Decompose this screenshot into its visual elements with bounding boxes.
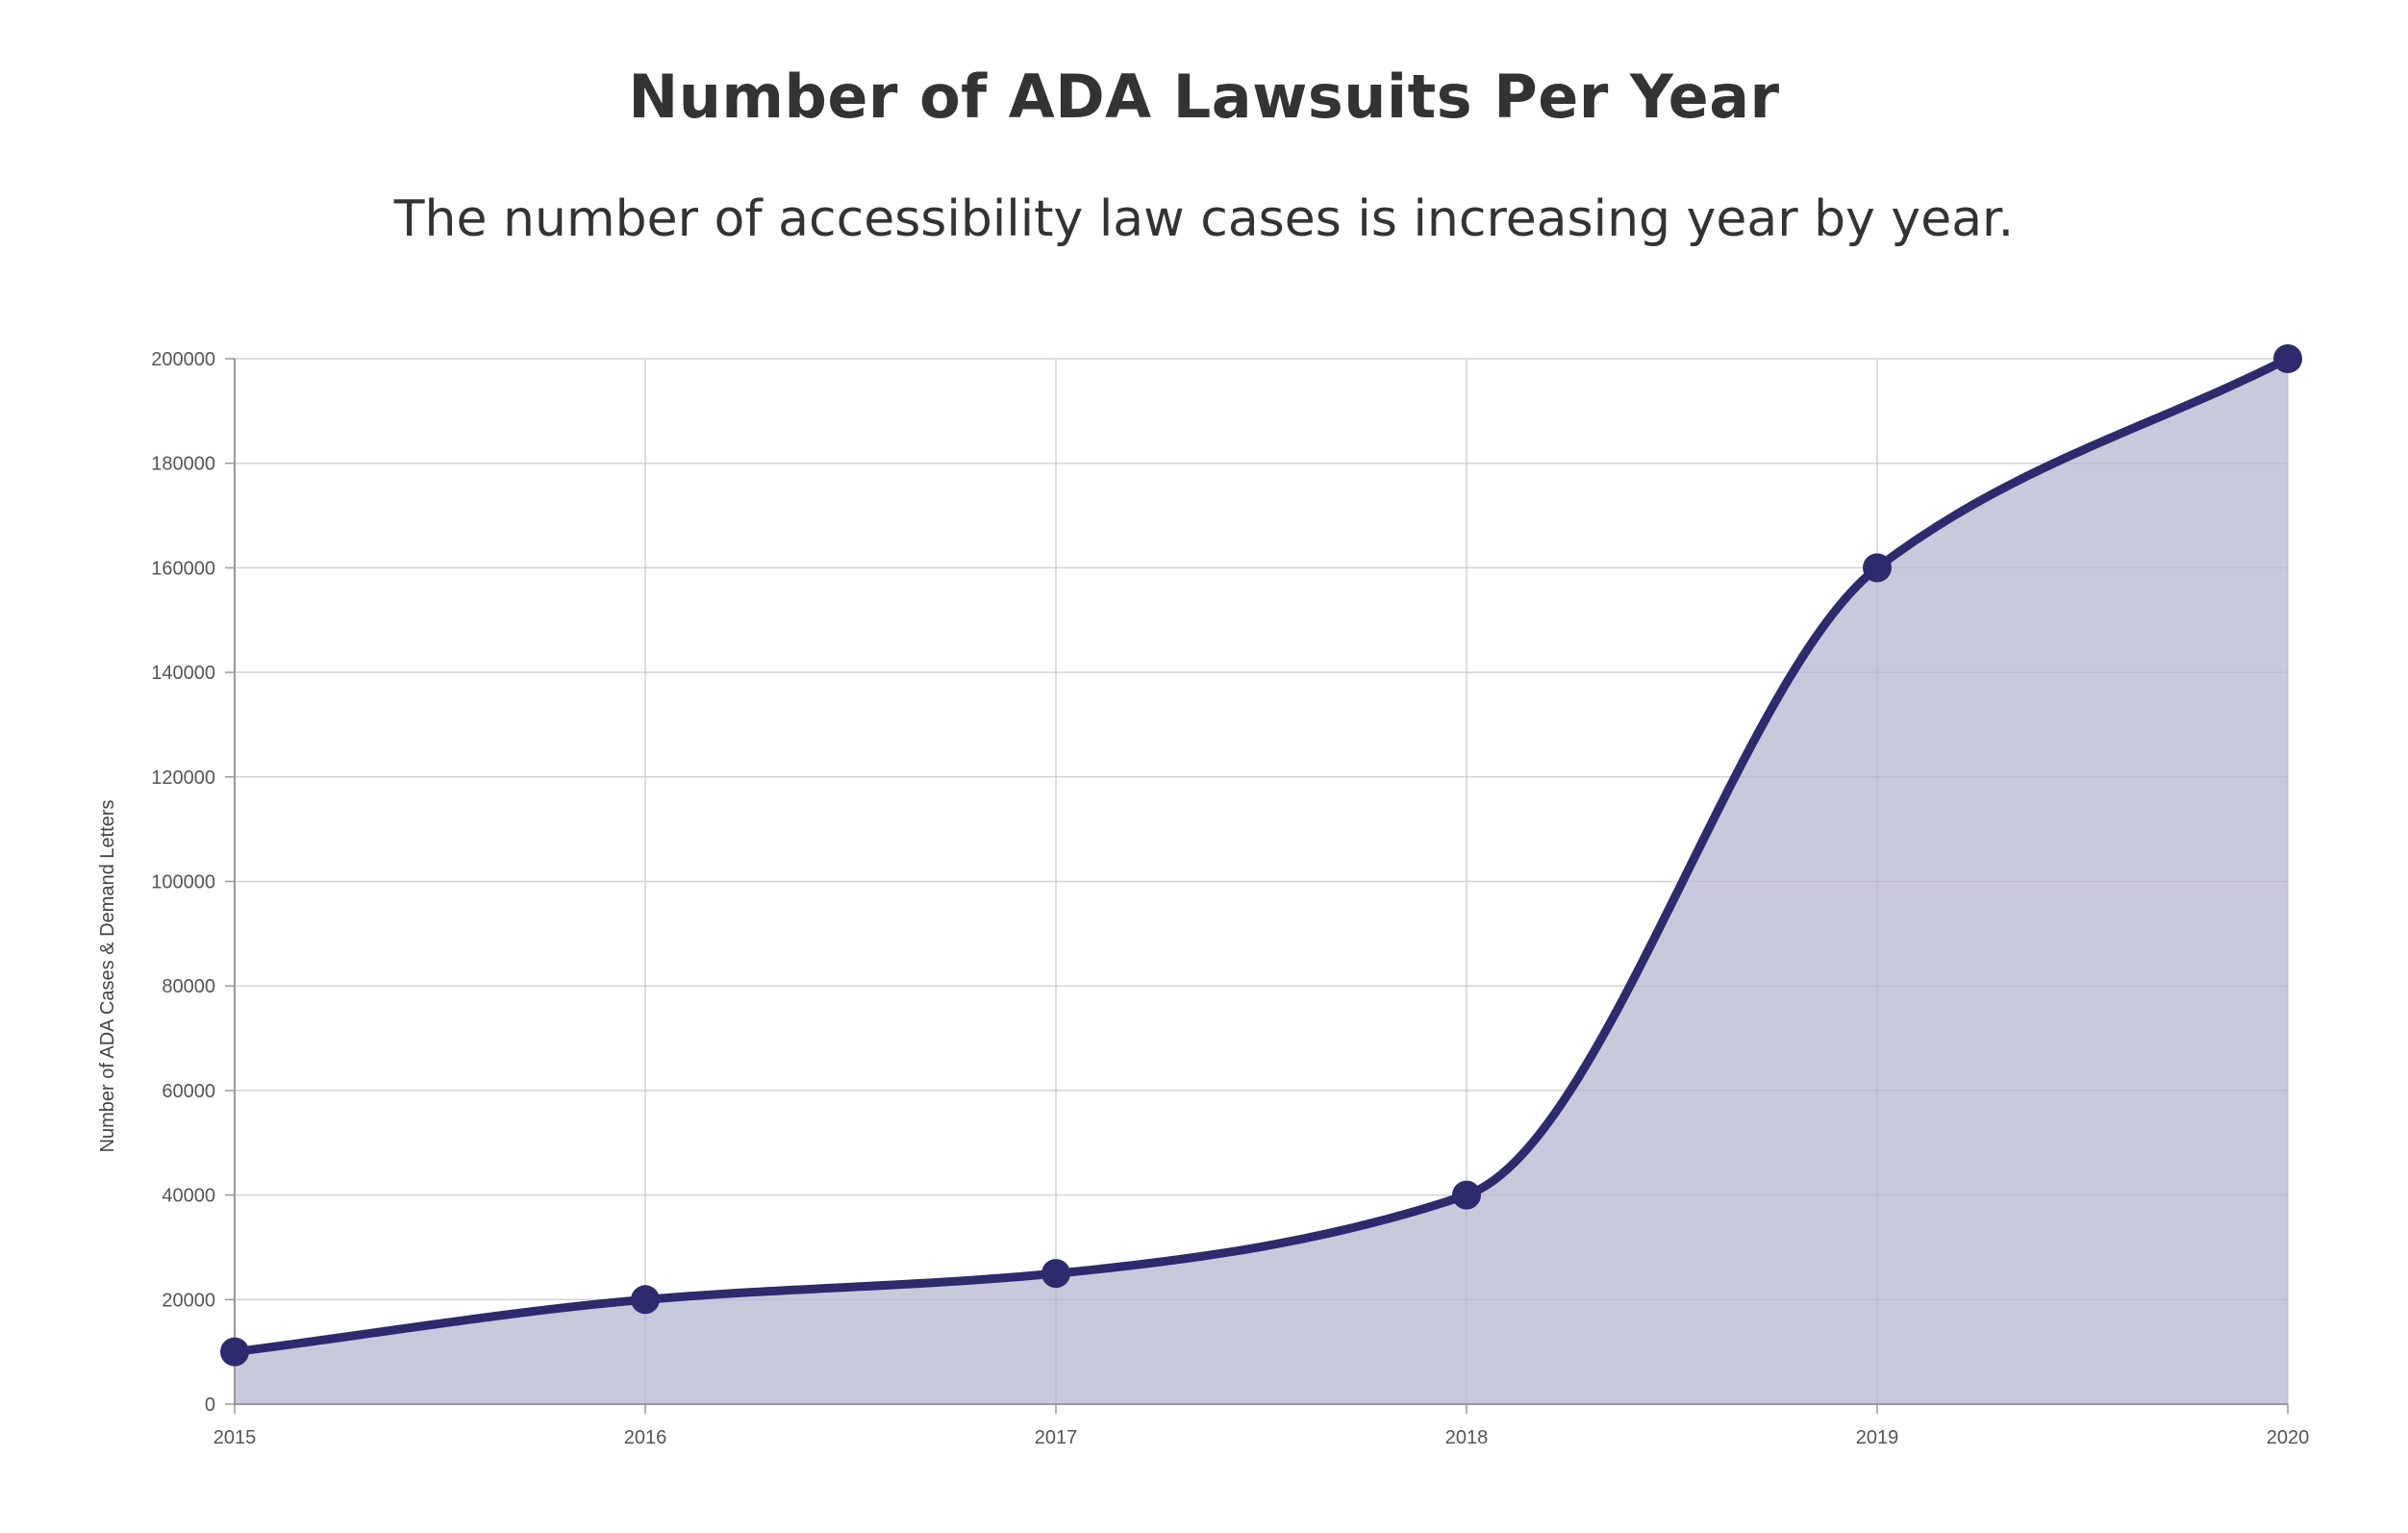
y-tick-label: 0 — [205, 1395, 215, 1416]
y-tick-label: 200000 — [151, 349, 215, 370]
y-tick-label: 120000 — [151, 767, 215, 789]
chart-title: Number of ADA Lawsuits Per Year — [628, 62, 1780, 132]
data-point[interactable] — [1041, 1259, 1070, 1289]
x-tick-label: 2016 — [624, 1427, 667, 1448]
y-tick-label: 60000 — [162, 1081, 215, 1102]
y-tick-label: 20000 — [162, 1290, 215, 1311]
x-tick-label: 2020 — [2267, 1427, 2310, 1448]
data-points — [220, 344, 2302, 1367]
series-line-layer — [230, 354, 2293, 1357]
x-tick-label: 2015 — [213, 1427, 257, 1448]
chart-subtitle: The number of accessibility law cases is… — [393, 190, 2015, 248]
x-tick-label: 2018 — [1445, 1427, 1489, 1448]
axes — [234, 358, 2289, 1405]
y-tick-labels: 0 20000 40000 60000 80000 100000 120000 140000 1… — [151, 349, 215, 1416]
data-point[interactable] — [220, 1337, 249, 1367]
x-tick-labels: 2015 2016 2017 2018 2019 2020 — [213, 1427, 2310, 1448]
data-point[interactable] — [631, 1285, 660, 1315]
y-axis-title: Number of ADA Cases & Demand Letters — [97, 800, 118, 1153]
y-tick-label: 180000 — [151, 454, 215, 475]
data-point[interactable] — [1863, 553, 1892, 583]
data-point[interactable] — [2273, 344, 2302, 373]
y-tick-label: 160000 — [151, 558, 215, 579]
y-tick-label: 40000 — [162, 1186, 215, 1207]
x-tick-label: 2017 — [1035, 1427, 1078, 1448]
y-tick-label: 80000 — [162, 976, 215, 997]
series-line — [230, 354, 2293, 1357]
x-tick-label: 2019 — [1856, 1427, 1899, 1448]
y-tick-label: 100000 — [151, 872, 215, 893]
series-area — [235, 359, 2288, 1404]
data-point[interactable] — [1452, 1180, 1481, 1210]
area-fill-layer — [235, 359, 2288, 1404]
y-tick-label: 140000 — [151, 663, 215, 684]
